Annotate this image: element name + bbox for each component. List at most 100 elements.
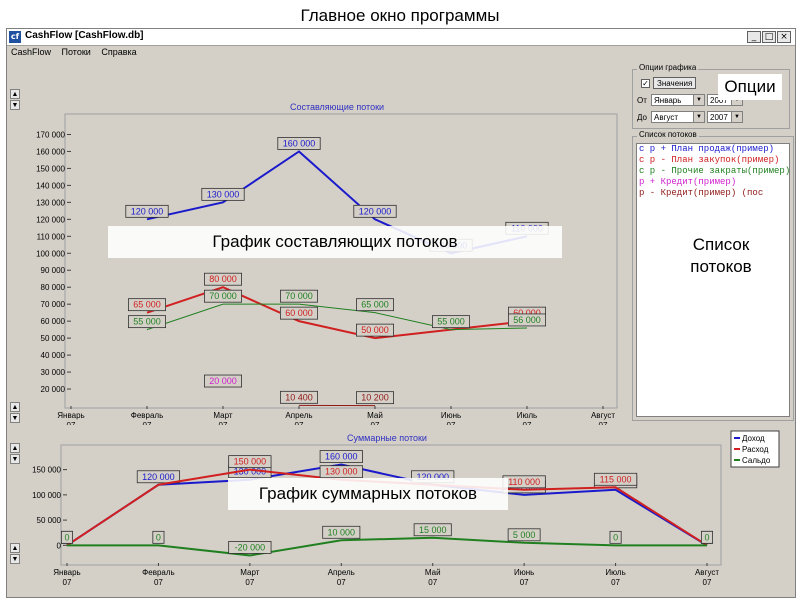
data-label-box <box>136 470 181 484</box>
data-label-box <box>203 289 242 303</box>
y-tick-label: 150 000 <box>32 466 61 475</box>
spin-down-icon[interactable]: ▼ <box>10 413 20 423</box>
top-chart-annotation: График составляющих потоков <box>108 226 562 258</box>
x-tick-label: Март <box>213 411 232 420</box>
y-tick-label: 120 000 <box>36 215 65 224</box>
spin-up-icon[interactable]: ▲ <box>10 89 20 99</box>
y-tick-label: 100 000 <box>32 491 61 500</box>
y-tick-label: 160 000 <box>36 147 65 156</box>
options-annotation: Опции <box>718 74 782 100</box>
data-label: 65 000 <box>133 300 161 310</box>
chart-options-group: Опции графика ✓ Значения От Январь ▼ 2007… <box>632 63 790 129</box>
y-tick-label: 60 000 <box>41 317 66 326</box>
data-label-box <box>593 472 638 486</box>
bottom-chart-annotation: График суммарных потоков <box>228 478 508 510</box>
series-line <box>67 536 707 557</box>
chevron-down-icon[interactable]: ▼ <box>693 112 704 122</box>
data-label-box <box>277 137 321 150</box>
bottom-chart-scale-spinner[interactable]: ▲ ▼ <box>10 443 20 465</box>
x-tick-label-year: 07 <box>520 578 529 587</box>
x-tick-label-year: 07 <box>703 578 712 587</box>
chevron-down-icon[interactable]: ▼ <box>731 95 742 105</box>
flow-list-item[interactable]: p + Кредит(пример) <box>639 177 737 187</box>
data-label: 160 000 <box>325 452 358 462</box>
to-year-select[interactable]: 2007 ▼ <box>707 111 743 123</box>
maximize-button[interactable]: □ <box>762 31 776 43</box>
list-annotation: Список потоков <box>675 234 767 278</box>
data-label: 55 000 <box>437 317 465 327</box>
menu-cashflow[interactable]: CashFlow <box>11 47 52 57</box>
data-label: 115 000 <box>600 474 632 484</box>
data-label: 80 000 <box>209 274 237 284</box>
spin-up-icon[interactable]: ▲ <box>10 543 20 553</box>
slide-title: Главное окно программы <box>300 6 500 25</box>
y-tick-label: 50 000 <box>37 516 62 525</box>
menu-help[interactable]: Справка <box>101 47 137 57</box>
data-label-box <box>355 391 394 405</box>
legend-entry: Расход <box>742 445 769 454</box>
data-label-box <box>353 204 397 218</box>
y-tick-label: 90 000 <box>41 266 66 275</box>
from-month-select[interactable]: Январь ▼ <box>651 94 705 106</box>
top-chart-scale-spinner[interactable]: ▲ ▼ <box>10 89 20 111</box>
data-label: 56 000 <box>513 315 541 325</box>
values-checkbox-label[interactable]: Значения <box>653 77 697 89</box>
flow-list-item[interactable]: c p - Прочие закраты(пример) <box>639 166 790 176</box>
flows-list[interactable]: c p + План продаж(пример) c p - План заку… <box>636 143 790 417</box>
data-label: 130 000 <box>325 467 358 477</box>
x-tick-label: Июнь <box>441 411 461 420</box>
flow-list-item[interactable]: p - Кредит(пример) (пос <box>639 188 764 198</box>
y-tick-label: 40 000 <box>41 351 66 360</box>
values-checkbox[interactable]: ✓ <box>641 79 650 88</box>
x-tick-label: Июнь <box>514 568 534 577</box>
y-tick-label: 0 <box>57 541 62 550</box>
chevron-down-icon[interactable]: ▼ <box>693 95 704 105</box>
spin-down-icon[interactable]: ▼ <box>10 100 20 110</box>
data-label-box <box>228 541 272 554</box>
data-label-box <box>413 523 452 537</box>
data-label: 70 000 <box>209 291 237 301</box>
x-tick-label: Август <box>695 568 719 577</box>
data-label-box <box>228 455 272 469</box>
legend-entry: Сальдо <box>742 456 771 465</box>
x-tick-label: Август <box>591 411 615 420</box>
series-line <box>146 303 528 331</box>
legend-entry: Доход <box>742 434 765 443</box>
window-title: CashFlow [CashFlow.db] <box>25 30 144 41</box>
spin-up-icon[interactable]: ▲ <box>10 443 20 453</box>
y-tick-label: 20 000 <box>41 385 66 394</box>
data-label-box <box>319 465 363 479</box>
data-label-box <box>61 530 74 544</box>
data-label: 120 000 <box>416 472 449 482</box>
menu-flows[interactable]: Потоки <box>61 47 91 57</box>
top-chart-offset-spinner[interactable]: ▲ ▼ <box>10 402 20 424</box>
chart-title: Составляющие потоки <box>290 102 384 112</box>
data-label: 120 000 <box>142 472 175 482</box>
flow-list-item[interactable]: c p + План продаж(пример) <box>639 144 775 154</box>
data-label-box <box>507 313 546 327</box>
minimize-button[interactable]: _ <box>747 31 761 43</box>
x-tick-label: Январь <box>57 411 84 420</box>
bottom-chart-offset-spinner[interactable]: ▲ ▼ <box>10 543 20 565</box>
data-label-box <box>203 272 242 286</box>
close-button[interactable]: × <box>777 31 791 43</box>
flows-list-group: Список потоков c p + План продаж(пример)… <box>632 130 794 421</box>
y-tick-label: 110 000 <box>37 232 66 241</box>
spin-down-icon[interactable]: ▼ <box>10 554 20 564</box>
flow-list-item[interactable]: c p - План закупок(пример) <box>639 155 780 165</box>
x-tick-label: Июль <box>605 568 625 577</box>
data-label-box <box>279 390 318 404</box>
chevron-down-icon[interactable]: ▼ <box>731 112 742 122</box>
data-label-box <box>279 289 318 303</box>
data-label-box <box>201 187 245 201</box>
x-tick-label: Апрель <box>285 411 312 420</box>
list-annotation-line1: Список <box>692 235 750 254</box>
spin-up-icon[interactable]: ▲ <box>10 402 20 412</box>
x-tick-label: Май <box>367 411 383 420</box>
data-label: 0 <box>704 532 709 542</box>
to-month-select[interactable]: Август ▼ <box>651 111 705 123</box>
x-tick-label-year: 07 <box>428 578 437 587</box>
spin-down-icon[interactable]: ▼ <box>10 454 20 464</box>
data-label: 10 400 <box>285 392 313 402</box>
data-label: 10 000 <box>328 527 356 537</box>
